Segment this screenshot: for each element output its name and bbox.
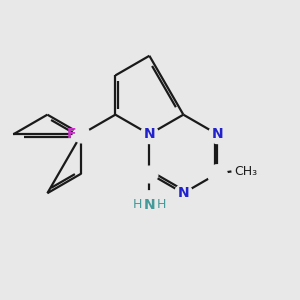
Text: N: N	[144, 198, 155, 212]
Text: F: F	[67, 127, 77, 141]
Text: CH₃: CH₃	[234, 165, 257, 178]
Text: N: N	[178, 186, 189, 200]
Text: N: N	[144, 127, 155, 141]
Text: N: N	[212, 127, 223, 141]
Text: H: H	[156, 198, 166, 211]
Text: H: H	[133, 198, 142, 211]
